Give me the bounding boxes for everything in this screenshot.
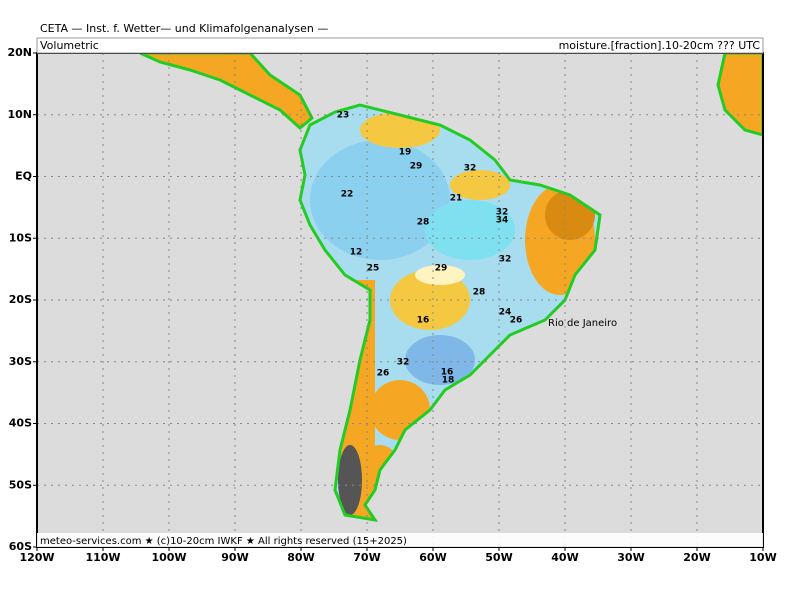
- lon-label: 40W: [551, 551, 578, 564]
- contour-label: 32: [499, 255, 512, 265]
- lon-label: 60W: [419, 551, 446, 564]
- lat-label: 40S: [9, 417, 32, 430]
- lon-label: 10W: [749, 551, 776, 564]
- grid: [37, 53, 763, 547]
- header-left: Volumetric: [40, 39, 99, 52]
- lat-label: 10S: [9, 231, 32, 244]
- contour-label: 28: [473, 288, 486, 298]
- lon-label: 30W: [617, 551, 644, 564]
- place-label: Rio de Janeiro: [548, 318, 617, 329]
- contour-label: 34: [496, 216, 509, 226]
- lon-label: 80W: [287, 551, 314, 564]
- contour-label: 24: [499, 308, 512, 318]
- header-right: moisture.[fraction].10-20cm ??? UTC: [559, 39, 761, 52]
- lon-label: 100W: [151, 551, 186, 564]
- lon-label: 120W: [19, 551, 54, 564]
- contour-label: 16: [441, 368, 454, 378]
- lat-label: 20S: [9, 293, 32, 306]
- footer: meteo-services.com ★ (c)10-20cm IWKF ★ A…: [40, 536, 407, 547]
- lon-label: 50W: [485, 551, 512, 564]
- contour-label: 18: [442, 376, 455, 386]
- contour-label: 32: [464, 164, 477, 174]
- contour-label: 32: [496, 208, 509, 218]
- contour-label: 29: [435, 264, 448, 274]
- contour-label: 28: [417, 218, 430, 228]
- contour-label: 23: [337, 111, 350, 121]
- lon-label: 70W: [353, 551, 380, 564]
- contour-label: 19: [399, 148, 412, 158]
- lat-label: 20N: [7, 46, 32, 59]
- lat-label: 60S: [9, 540, 32, 553]
- lat-label: 10N: [7, 108, 32, 121]
- lon-label: 20W: [683, 551, 710, 564]
- lon-label: 110W: [85, 551, 120, 564]
- lat-label: EQ: [15, 170, 32, 183]
- contour-label: 29: [410, 162, 423, 172]
- header-bar: [36, 37, 764, 54]
- contour-label: 26: [377, 369, 390, 379]
- contour-label: 12: [350, 248, 363, 258]
- contour-label: 25: [367, 264, 380, 274]
- contour-label: 32: [397, 358, 410, 368]
- contour-label: 21: [450, 194, 463, 204]
- header-title: CETA — Inst. f. Wetter— und Klimafolgena…: [40, 22, 328, 35]
- lon-label: 90W: [221, 551, 248, 564]
- lat-label: 30S: [9, 355, 32, 368]
- contour-label: 22: [341, 190, 354, 200]
- contour-label: 16: [417, 316, 430, 326]
- contour-label: 26: [510, 316, 523, 326]
- lat-label: 50S: [9, 478, 32, 491]
- footer-bar: [37, 533, 763, 547]
